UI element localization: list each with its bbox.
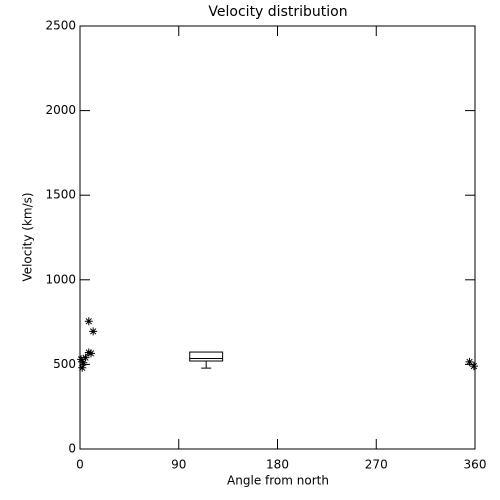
y-tick-label: 1000 (45, 272, 76, 286)
y-tick-label: 2500 (45, 19, 76, 33)
point (81, 353, 90, 362)
x-tick-label: 270 (365, 458, 388, 472)
x-tick-label: 0 (76, 458, 84, 472)
x-tick-label: 90 (171, 458, 186, 472)
y-axis-label: Velocity (km/s) (21, 192, 35, 281)
y-tick-label: 500 (53, 357, 76, 371)
point (77, 355, 86, 364)
x-tick-label: 180 (266, 458, 289, 472)
x-tick-label: 360 (464, 458, 487, 472)
point (86, 349, 95, 358)
point (84, 317, 93, 326)
plot-frame (79, 25, 476, 450)
point (465, 357, 474, 366)
point (78, 363, 87, 372)
y-tick-label: 2000 (45, 103, 76, 117)
point (79, 358, 88, 367)
box (189, 351, 224, 362)
point (89, 327, 98, 336)
y-tick-label: 1500 (45, 188, 76, 202)
point (84, 348, 93, 357)
x-axis-label: Angle from north (227, 474, 329, 488)
chart-title: Velocity distribution (208, 4, 347, 20)
point (469, 362, 478, 371)
y-tick-label: 0 (68, 442, 76, 456)
